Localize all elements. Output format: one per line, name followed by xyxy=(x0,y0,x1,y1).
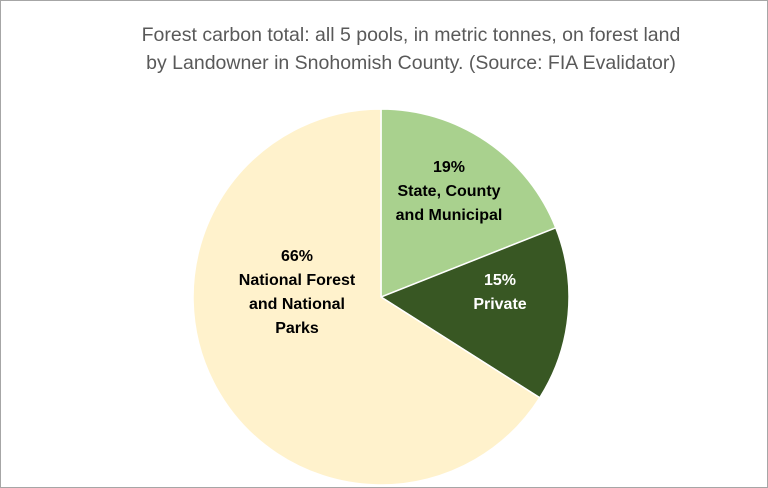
slice-percent-label: 15% xyxy=(484,272,516,289)
slice-category-label: and Municipal xyxy=(396,207,503,224)
chart-title: Forest carbon total: all 5 pools, in met… xyxy=(41,21,768,77)
slice-percent-label: 19% xyxy=(433,159,465,176)
slice-category-label: and National xyxy=(249,296,345,313)
slice-category-label: State, County xyxy=(397,183,500,200)
slice-data-label-0: 19% State, County and Municipal xyxy=(396,159,503,224)
chart-title-line-1: Forest carbon total: all 5 pools, in met… xyxy=(141,24,681,46)
slice-category-label: Parks xyxy=(275,320,319,337)
pie-slice-2 xyxy=(192,108,541,486)
chart-title-line-2: by Landowner in Snohomish County. (Sourc… xyxy=(146,52,676,74)
slice-category-label: Private xyxy=(473,296,526,313)
slice-data-label-2: 66% National Forest and National Parks xyxy=(239,248,356,337)
slice-category-label: National Forest xyxy=(239,272,356,289)
slice-percent-label: 66% xyxy=(281,248,313,265)
pie-slice-0 xyxy=(380,108,557,299)
slice-data-label-1: 15% Private xyxy=(473,272,526,313)
pie-slice-1 xyxy=(379,226,570,399)
